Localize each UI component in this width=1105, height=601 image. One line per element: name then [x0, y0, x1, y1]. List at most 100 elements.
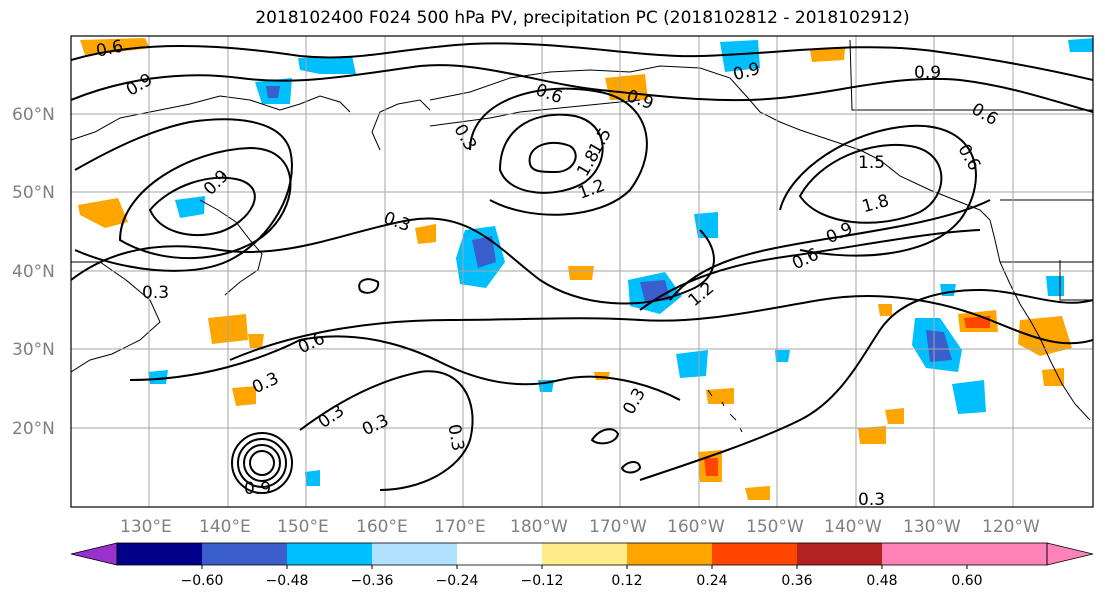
colorbar-tick-label: 0.24 [696, 573, 727, 589]
lon-label: 170°E [434, 517, 486, 537]
precip-positive-area [1042, 368, 1064, 386]
lon-label: 180°W [510, 517, 568, 537]
coastlines [71, 39, 1093, 433]
colorbar-swatch [797, 543, 882, 565]
coastline-north-america-west [989, 219, 1091, 421]
lon-label: 130°W [903, 517, 961, 537]
colorbar-tick-labels: −0.60 −0.48 −0.36 −0.24 −0.12 0.12 0.24 … [181, 573, 983, 589]
precip-negative-area [472, 236, 496, 268]
colorbar: −0.60 −0.48 −0.36 −0.24 −0.12 0.12 0.24 … [70, 542, 1094, 589]
coastline-hawaii [707, 389, 743, 433]
precip-negative-area [148, 370, 168, 384]
lon-label: 150°E [277, 517, 329, 537]
precip-negative-area [775, 350, 790, 362]
coastline-korea-china [71, 261, 161, 373]
pv-contour-line [779, 124, 977, 257]
lon-label: 130°E [120, 517, 172, 537]
precip-positive-area [1018, 316, 1072, 356]
lat-label: 40°N [12, 262, 55, 282]
lon-label: 140°E [199, 517, 251, 537]
pv-contour-line [590, 428, 620, 445]
pv-contour-line [148, 176, 256, 236]
pv-contour-line [639, 288, 1093, 481]
coastline-aleutians [429, 99, 641, 127]
pv-contour-line [231, 432, 293, 494]
precip-negative-area [266, 86, 280, 98]
pv-contour-line [469, 87, 648, 216]
pv-contour-line [620, 461, 642, 474]
pv-contour-line [71, 42, 1093, 81]
colorbar-swatch [627, 543, 712, 565]
coastline-kamchatka [371, 99, 431, 151]
pv-contour-line [71, 217, 715, 305]
colorbar-tick-marks [201, 565, 968, 569]
pv-contours [71, 42, 1093, 494]
lon-label: 170°W [589, 517, 647, 537]
precip-negative-area [720, 40, 760, 72]
lon-label: 140°W [824, 517, 882, 537]
precip-positive-area [704, 458, 718, 476]
colorbar-swatch [372, 543, 457, 565]
map-frame [70, 35, 1094, 508]
precip-negative-area [298, 56, 356, 74]
precip-positive-area [248, 334, 264, 348]
colorbar-swatch [117, 543, 202, 565]
lon-label: 160°E [356, 517, 408, 537]
lon-label: 160°W [667, 517, 725, 537]
precip-negative-area [676, 350, 708, 378]
colorbar-tick-label: 0.36 [781, 573, 812, 589]
pv-contour-line [299, 370, 474, 491]
precip-negative-area [952, 380, 986, 414]
coastline-japan [199, 199, 263, 296]
colorbar-extend-min [70, 542, 118, 566]
latitude-labels: 60°N 50°N 40°N 30°N 20°N [12, 105, 55, 439]
contour-label: 0.3 [443, 423, 467, 453]
precip-positive-area [78, 198, 128, 228]
colorbar-tick-label: −0.36 [351, 573, 394, 589]
precip-positive-area [706, 388, 734, 404]
lat-label: 50°N [12, 183, 55, 203]
pv-contour-line [229, 295, 1093, 361]
pv-contour-line [639, 229, 981, 311]
map-title: 2018102400 F024 500 hPa PV, precipitatio… [255, 8, 910, 28]
pv-contour-line [669, 199, 991, 301]
colorbar-swatch [542, 543, 627, 565]
precip-negative-area [926, 330, 952, 362]
pv-contour-line [358, 278, 380, 294]
coastline-asia [71, 95, 351, 141]
pv-contour-line [129, 335, 681, 401]
precip-positive-area [885, 408, 904, 424]
colorbar-tick-label: −0.48 [266, 573, 309, 589]
colorbar-extend-max [882, 543, 1093, 565]
precip-positive-area [745, 486, 770, 500]
lat-label: 60°N [12, 105, 55, 125]
lat-label: 30°N [12, 340, 55, 360]
longitude-labels: 130°E 140°E 150°E 160°E 170°E 180°W 170°… [120, 517, 1040, 537]
precip-negative-area [175, 196, 205, 218]
contour-label: 0.3 [142, 283, 169, 303]
precip-negative-area [305, 470, 320, 486]
precip-positive-area [810, 48, 845, 62]
lat-label: 20°N [12, 419, 55, 439]
pv-contour-line [74, 118, 293, 272]
precip-positive-area [964, 316, 990, 328]
pv-contour-line [118, 146, 292, 260]
contour-label: 0.3 [858, 490, 885, 510]
colorbar-tick-label: −0.12 [521, 573, 564, 589]
precip-positive-area [232, 386, 256, 406]
colorbar-swatch [202, 543, 287, 565]
pv-contour-line [71, 64, 1093, 113]
contour-label: 0.9 [914, 63, 941, 83]
colorbar-tick-label: 0.48 [866, 573, 897, 589]
pv-contour-line [798, 144, 943, 224]
gridlines [71, 36, 1093, 507]
precip-positive-area [568, 266, 594, 280]
precip-negative-area [640, 280, 670, 302]
precip-positive-area [858, 426, 886, 444]
colorbar-tick-label: 0.60 [951, 573, 982, 589]
pv-contour-line [249, 450, 275, 476]
lon-label: 150°W [746, 517, 804, 537]
precip-negative-area [694, 212, 718, 238]
pv-contour-line [243, 444, 281, 482]
